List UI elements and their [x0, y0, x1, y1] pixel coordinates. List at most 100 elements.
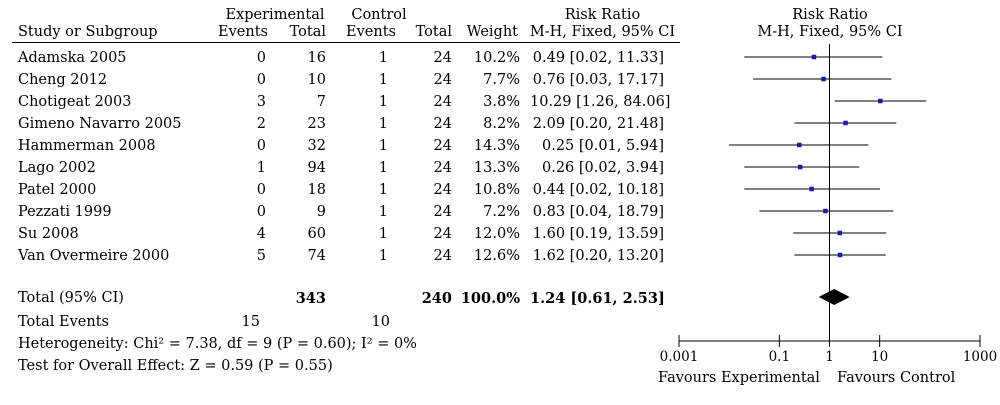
header-study: Study or Subgroup: [18, 24, 158, 40]
exp-events: 0: [256, 204, 266, 220]
ctl-total: 24: [433, 248, 452, 264]
exp-total: 23: [307, 116, 326, 132]
exp-total: 16: [307, 50, 326, 66]
total-exp: 343: [295, 290, 326, 307]
pooled-diamond-group: [818, 289, 850, 305]
x-tick-label: 0.1: [769, 349, 790, 365]
total-events-label: Total Events: [18, 314, 109, 330]
exp-events: 5: [256, 248, 266, 264]
point-marker: [823, 208, 828, 214]
pooled-diamond: [818, 289, 850, 305]
overall-effect-text: Test for Overall Effect: Z = 0.59 (P = 0…: [18, 358, 333, 374]
plot-method: M-H, Fixed, 95% CI: [757, 24, 903, 40]
weight: 8.2%: [483, 116, 520, 132]
exp-total: 94: [307, 160, 326, 176]
ctl-total: 24: [433, 226, 452, 242]
risk-ratio-ci: 2.09 [0.20, 21.48]: [532, 116, 664, 132]
total-events-exp: 15: [241, 314, 260, 330]
exp-total: 7: [316, 94, 326, 110]
header-rr-title: Risk Ratio: [564, 7, 641, 23]
point-marker: [811, 54, 817, 60]
ctl-total: 24: [433, 50, 452, 66]
ctl-events: 1: [378, 160, 388, 176]
weight: 7.2%: [483, 204, 520, 220]
exp-total: 9: [316, 204, 326, 220]
header-exp-events: Events: [218, 24, 268, 40]
header-experimental: Experimental: [225, 7, 325, 23]
exp-events: 0: [256, 138, 266, 154]
study-name: Lago 2002: [18, 160, 96, 176]
weight: 10.2%: [473, 50, 520, 66]
weight: 3.8%: [483, 94, 520, 110]
risk-ratio-ci: 0.83 [0.04, 18.79]: [532, 204, 664, 220]
exp-events: 0: [256, 50, 266, 66]
exp-events: 0: [256, 182, 266, 198]
risk-ratio-ci: 10.29 [1.26, 84.06]: [530, 94, 671, 110]
plot-title: Risk Ratio: [792, 7, 868, 23]
weight: 7.7%: [483, 72, 520, 88]
header-rr-method: M-H, Fixed, 95% CI: [529, 24, 676, 40]
risk-ratio-ci: 0.49 [0.02, 11.33]: [532, 50, 664, 66]
weight: 13.3%: [473, 160, 520, 176]
x-tick-label: 1: [825, 349, 834, 365]
total-ctl: 240: [421, 290, 452, 307]
total-events-ctl: 10: [371, 314, 390, 330]
ctl-events: 1: [378, 72, 388, 88]
risk-ratio-ci: 0.26 [0.02, 3.94]: [542, 160, 664, 176]
ctl-events: 1: [378, 116, 388, 132]
point-marker: [797, 164, 803, 170]
risk-ratio-ci: 1.60 [0.19, 13.59]: [532, 226, 664, 242]
ctl-total: 24: [433, 116, 452, 132]
study-name: Hammerman 2008: [18, 138, 156, 154]
point-marker: [809, 186, 814, 192]
study-name: Patel 2000: [18, 182, 97, 198]
ctl-events: 1: [378, 138, 388, 154]
exp-total: 60: [307, 226, 326, 242]
x-axis-group: 0.001 0.1 1 10 1000: [660, 335, 997, 365]
exp-total: 32: [307, 138, 326, 154]
x-tick-label: 0.001: [660, 349, 699, 365]
heterogeneity-text: Heterogeneity: Chi² = 7.38, df = 9 (P = …: [18, 336, 417, 352]
study-name: Van Overmeire 2000: [18, 248, 170, 264]
ctl-total: 24: [433, 182, 452, 198]
header-ctl-events: Events: [346, 24, 396, 40]
study-name: Chotigeat 2003: [18, 94, 132, 110]
weight: 10.8%: [473, 182, 520, 198]
point-marker: [837, 252, 843, 258]
x-tick-label: 10: [871, 349, 888, 365]
risk-ratio-ci: 0.76 [0.03, 17.17]: [532, 72, 664, 88]
risk-ratio-ci: 1.62 [0.20, 13.20]: [532, 248, 664, 264]
exp-total: 10: [307, 72, 326, 88]
ctl-total: 24: [433, 94, 452, 110]
ctl-events: 1: [378, 248, 388, 264]
points-group: [797, 54, 883, 258]
risk-ratio-ci: 0.44 [0.02, 10.18]: [532, 182, 664, 198]
exp-events: 4: [256, 226, 266, 242]
header-weight: Weight: [466, 24, 518, 40]
favours-experimental-label: Favours Experimental: [658, 370, 820, 386]
weight: 12.0%: [473, 226, 520, 242]
point-marker: [843, 120, 848, 126]
ctl-events: 1: [378, 226, 388, 242]
x-tick-label: 1000: [963, 349, 997, 365]
study-name: Adamska 2005: [18, 50, 127, 66]
header-exp-total: Total: [289, 24, 326, 40]
point-marker: [837, 230, 842, 236]
ctl-total: 24: [433, 160, 452, 176]
header-ctl-total: Total: [415, 24, 452, 40]
study-name: Pezzati 1999: [18, 204, 112, 220]
study-name: Cheng 2012: [18, 72, 108, 88]
study-name: Gimeno Navarro 2005: [18, 116, 182, 132]
exp-events: 3: [256, 94, 266, 110]
header-control: Control: [351, 7, 407, 23]
point-marker: [821, 76, 826, 82]
risk-ratio-ci: 0.25 [0.01, 5.94]: [542, 138, 664, 154]
favours-control-label: Favours Control: [837, 370, 956, 386]
header-divider: [12, 42, 680, 43]
exp-total: 74: [307, 248, 326, 264]
point-marker: [878, 98, 883, 104]
ctl-total: 24: [433, 72, 452, 88]
point-marker: [797, 142, 802, 148]
exp-events: 2: [256, 116, 266, 132]
